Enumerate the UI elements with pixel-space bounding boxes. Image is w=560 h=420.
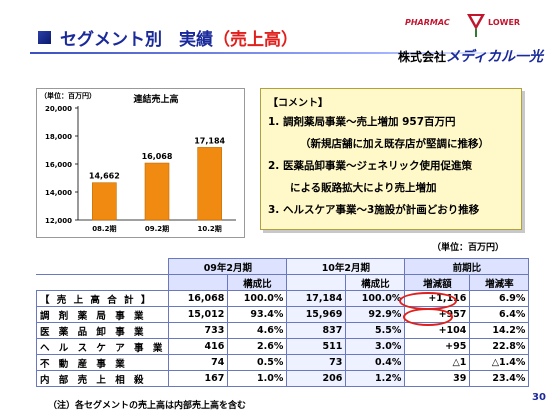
logo-text-pharmac: PHARMAC (405, 18, 450, 27)
table-cell-rate: 14.2% (469, 322, 530, 339)
table-blank-cell (35, 274, 170, 291)
table-cell-v09: 167 (168, 370, 229, 387)
table-group-header-row: 09年2月期 10年2月期 前期比 (35, 258, 530, 275)
company-name: 株式会社メディカル一光 (398, 46, 543, 66)
group-header-10: 10年2月期 (286, 258, 406, 275)
table-cell-v09: 416 (168, 338, 229, 355)
y-tick-label: 20,000 (45, 105, 72, 113)
table-cell-rate: 6.9% (469, 290, 530, 307)
title-bullet-icon (38, 31, 51, 44)
table-cell-v10: 837 (286, 322, 347, 339)
table-cell-r10: 100.0% (345, 290, 406, 307)
table-cell-v09: 74 (168, 354, 229, 371)
footnote: （注）各セグメントの売上高は内部売上高を含む (48, 401, 247, 411)
comment-line: 3. ヘルスケア事業～3施設が計画どおり推移 (268, 204, 480, 216)
table-cell-rate: 23.4% (469, 370, 530, 387)
y-tick-label: 14,000 (45, 189, 72, 197)
table-row: 内 部 売 上 相 殺 167 1.0% 206 1.2% 39 23.4% (35, 370, 530, 387)
table-cell-r10: 3.0% (345, 338, 406, 355)
table-cell-v10: 15,969 (286, 306, 347, 323)
chart-title: 連結売上高 (133, 93, 178, 105)
table-cell-r10: 1.2% (345, 370, 406, 387)
table-cell-diff: 39 (404, 370, 471, 387)
table-cell-label: 【 売 上 高 合 計 】 (35, 290, 170, 307)
company-prefix: 株式会社 (398, 50, 447, 64)
table-cell-label: 調 剤 薬 局 事 業 (35, 306, 170, 323)
table-cell-v10: 17,184 (286, 290, 347, 307)
title-highlight: （売上高） (213, 30, 298, 50)
flower-logo-icon (467, 14, 485, 37)
comment-line: による販路拡大により売上増加 (290, 182, 437, 194)
sub-header-ratio-09: 構成比 (227, 274, 288, 291)
logo-text-flower: LOWER (488, 18, 521, 27)
table-cell-v10: 206 (286, 370, 347, 387)
table-cell-r10: 92.9% (345, 306, 406, 323)
table-cell-v09: 15,012 (168, 306, 229, 323)
table-cell-rate: △1.4% (469, 354, 530, 371)
bar (92, 182, 117, 221)
chart-unit-label: （単位：百万円） (40, 91, 96, 100)
table-cell-v09: 733 (168, 322, 229, 339)
group-header-09: 09年2月期 (168, 258, 288, 275)
table-cell-label: 医 薬 品 卸 事 業 (35, 322, 170, 339)
table-cell-r10: 5.5% (345, 322, 406, 339)
segment-table: 09年2月期 10年2月期 前期比 構成比 構成比 増減額 増減率 【 売 上 … (35, 258, 530, 387)
table-unit-note: （単位：百万円） (432, 243, 505, 253)
bar (144, 162, 170, 221)
table-cell-label: ヘ ル ス ケ ア 事 業 (35, 338, 170, 355)
bar-value-label: 16,068 (142, 152, 173, 161)
sub-header-rate: 増減率 (469, 274, 530, 291)
table-row: 調 剤 薬 局 事 業 15,012 93.4% 15,969 92.9% +957 6.4… (35, 306, 530, 323)
comment-line: 2. 医薬品卸事業～ジェネリック使用促進策 (268, 160, 472, 172)
title-underline (30, 52, 530, 54)
x-tick-label: 09.2期 (145, 224, 169, 233)
highlight-ring-pharmacy (403, 308, 453, 326)
comment-line: （新規店舗に加え既存店が堅調に推移） (300, 138, 489, 150)
bar (197, 147, 222, 221)
sub-header-ratio-10: 構成比 (345, 274, 406, 291)
company-brand: メディカル一光 (446, 49, 544, 65)
table-cell-r09: 1.0% (227, 370, 288, 387)
table-row: ヘ ル ス ケ ア 事 業 416 2.6% 511 3.0% +95 22.8% (35, 338, 530, 355)
table-cell-v10: 73 (286, 354, 347, 371)
table-cell-diff: +95 (404, 338, 471, 355)
table-cell-rate: 6.4% (469, 306, 530, 323)
sub-header-blank (286, 274, 347, 291)
group-header-yoy: 前期比 (404, 258, 530, 275)
y-tick-label: 16,000 (45, 161, 72, 169)
x-tick-label: 10.2期 (198, 224, 222, 233)
table-row: 不 動 産 事 業 74 0.5% 73 0.4% △1 △1.4% (35, 354, 530, 371)
page-title: セグメント別 実績（売上高） (60, 25, 298, 50)
comment-box (260, 88, 522, 230)
page-number: 30 (532, 392, 546, 403)
table-cell-label: 内 部 売 上 相 殺 (35, 370, 170, 387)
bar-value-label: 17,184 (194, 136, 225, 145)
bar-value-label: 14,662 (89, 172, 120, 181)
x-tick-label: 08.2期 (92, 224, 116, 233)
table-cell-diff: △1 (404, 354, 471, 371)
table-body: 【 売 上 高 合 計 】 16,068 100.0% 17,184 100.0% +1,… (35, 290, 530, 387)
y-tick-label: 18,000 (45, 133, 72, 141)
table-cell-r09: 4.6% (227, 322, 288, 339)
table-cell-r09: 2.6% (227, 338, 288, 355)
table-cell-r09: 93.4% (227, 306, 288, 323)
comment-heading: 【コメント】 (268, 98, 328, 109)
sub-header-blank (168, 274, 229, 291)
table-cell-r10: 0.4% (345, 354, 406, 371)
title-main: セグメント別 実績 (60, 30, 213, 50)
comment-line: 1. 調剤薬局事業～売上増加 957百万円 (268, 116, 456, 128)
table-cell-rate: 22.8% (469, 338, 530, 355)
table-corner-cell (35, 258, 170, 275)
table-row: 医 薬 品 卸 事 業 733 4.6% 837 5.5% +104 14.2% (35, 322, 530, 339)
table-sub-header-row: 構成比 構成比 増減額 増減率 (35, 274, 530, 291)
y-tick-label: 12,000 (45, 217, 72, 225)
table-cell-v10: 511 (286, 338, 347, 355)
table-cell-r09: 0.5% (227, 354, 288, 371)
table-cell-r09: 100.0% (227, 290, 288, 307)
table-cell-label: 不 動 産 事 業 (35, 354, 170, 371)
table-cell-v09: 16,068 (168, 290, 229, 307)
revenue-bar-chart: （単位：百万円） 連結売上高 12,000 14,000 16,000 18,000 20,… (40, 91, 236, 233)
sub-header-diff: 増減額 (404, 274, 471, 291)
